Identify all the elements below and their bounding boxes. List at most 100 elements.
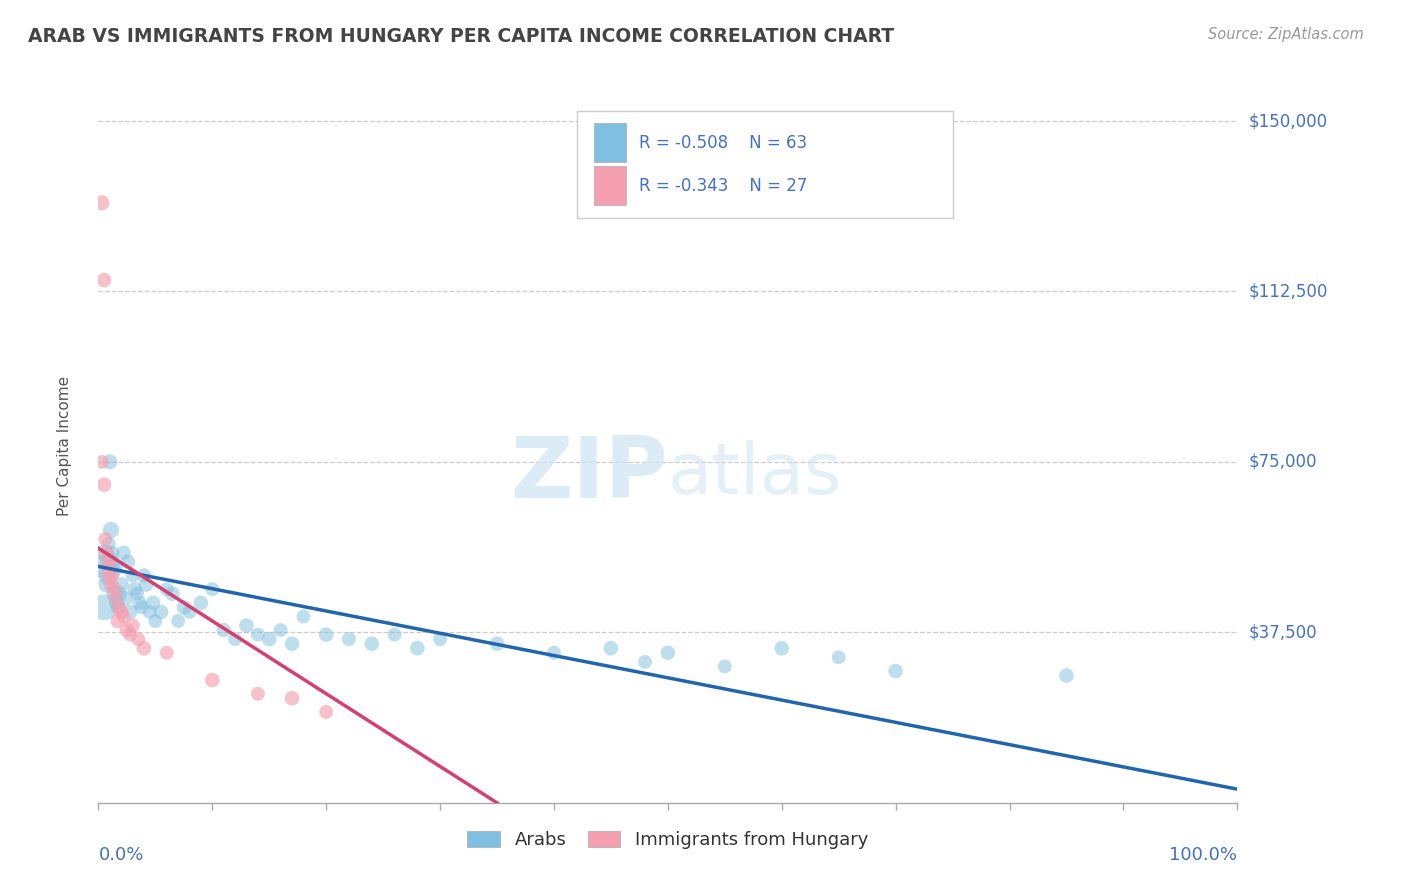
Point [101, 568, 124, 582]
Point [246, 627, 269, 641]
Point [138, 605, 160, 619]
Text: $112,500: $112,500 [1249, 283, 1327, 301]
Point [770, 641, 793, 656]
Point [156, 646, 179, 660]
Point [110, 577, 132, 591]
Point [135, 577, 157, 591]
Text: $75,000: $75,000 [1249, 453, 1317, 471]
Point [103, 582, 125, 597]
Point [110, 605, 132, 619]
Point [270, 623, 292, 637]
Point [406, 641, 429, 656]
Text: R = -0.508    N = 63: R = -0.508 N = 63 [640, 134, 807, 152]
Point [281, 691, 304, 706]
Bar [593, 166, 626, 205]
Point [96, 577, 118, 591]
Point [429, 632, 451, 647]
Point [173, 600, 195, 615]
Point [1054, 668, 1078, 682]
Point [105, 596, 128, 610]
Point [100, 523, 122, 537]
Point [107, 614, 129, 628]
Point [828, 650, 851, 665]
Point [201, 582, 224, 597]
Point [337, 632, 360, 647]
Point [121, 568, 143, 582]
Point [90, 195, 112, 210]
Text: 100.0%: 100.0% [1170, 846, 1237, 863]
Point [108, 600, 131, 615]
Point [117, 555, 139, 569]
Point [212, 623, 235, 637]
Point [360, 637, 382, 651]
Point [132, 641, 155, 656]
Point [315, 705, 337, 719]
Text: R = -0.343    N = 27: R = -0.343 N = 27 [640, 177, 808, 194]
Point [94, 546, 117, 560]
Point [93, 600, 115, 615]
Point [150, 605, 173, 619]
Point [98, 555, 121, 569]
Point [115, 623, 138, 637]
Bar [593, 123, 626, 162]
Point [315, 627, 337, 641]
Point [97, 568, 120, 582]
Point [90, 455, 112, 469]
Point [103, 587, 125, 601]
Point [108, 587, 131, 601]
Point [124, 582, 146, 597]
Point [97, 537, 120, 551]
Text: Source: ZipAtlas.com: Source: ZipAtlas.com [1208, 27, 1364, 42]
Point [179, 605, 201, 619]
Point [246, 687, 269, 701]
Point [486, 637, 509, 651]
Point [132, 568, 155, 582]
Point [127, 587, 149, 601]
Point [131, 600, 153, 615]
Point [142, 596, 165, 610]
Point [120, 627, 142, 641]
Point [101, 546, 124, 560]
Point [156, 582, 179, 597]
Point [190, 596, 212, 610]
Point [93, 477, 115, 491]
Point [127, 632, 149, 647]
Point [120, 605, 142, 619]
Point [121, 618, 143, 632]
Point [543, 646, 565, 660]
Point [104, 559, 127, 574]
Text: ARAB VS IMMIGRANTS FROM HUNGARY PER CAPITA INCOME CORRELATION CHART: ARAB VS IMMIGRANTS FROM HUNGARY PER CAPI… [28, 27, 894, 45]
Point [167, 614, 190, 628]
Point [104, 591, 127, 606]
Text: ZIP: ZIP [510, 433, 668, 516]
Point [235, 618, 257, 632]
Point [91, 559, 114, 574]
Point [714, 659, 737, 673]
Point [96, 546, 118, 560]
Point [112, 609, 135, 624]
Point [224, 632, 246, 647]
Point [884, 664, 907, 678]
Text: $37,500: $37,500 [1249, 624, 1317, 641]
Point [98, 455, 121, 469]
Point [292, 609, 315, 624]
Point [94, 532, 117, 546]
Point [112, 546, 135, 560]
Point [96, 559, 118, 574]
Point [384, 627, 406, 641]
Point [107, 600, 129, 615]
Point [96, 568, 118, 582]
Point [201, 673, 224, 687]
FancyBboxPatch shape [576, 111, 953, 218]
Text: atlas: atlas [668, 440, 842, 509]
Point [103, 564, 125, 578]
Point [145, 614, 167, 628]
Text: 0.0%: 0.0% [98, 846, 143, 863]
Point [162, 587, 184, 601]
Point [93, 273, 115, 287]
Point [634, 655, 657, 669]
Point [100, 577, 122, 591]
Point [98, 555, 121, 569]
Legend: Arabs, Immigrants from Hungary: Arabs, Immigrants from Hungary [458, 822, 877, 858]
Point [281, 637, 304, 651]
